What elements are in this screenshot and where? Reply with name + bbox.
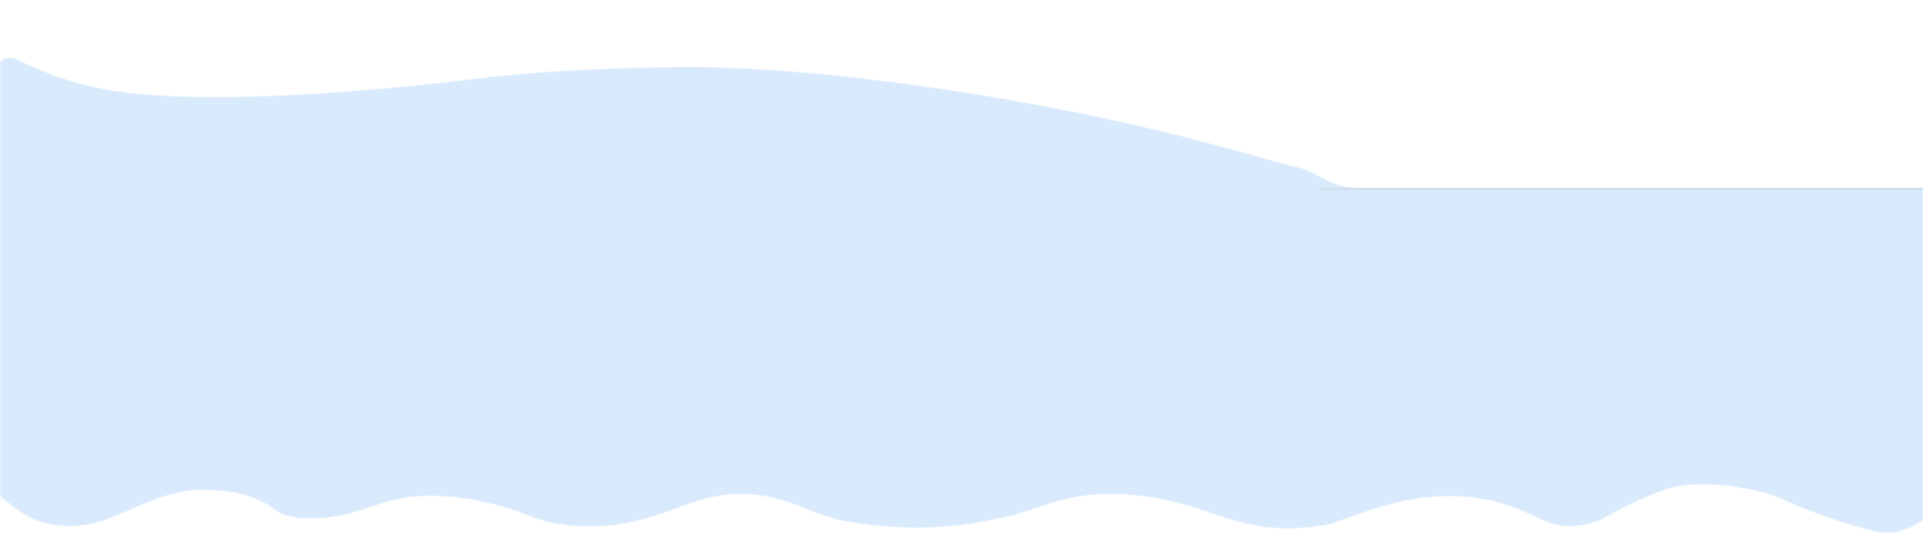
wave-fill xyxy=(0,57,1923,533)
